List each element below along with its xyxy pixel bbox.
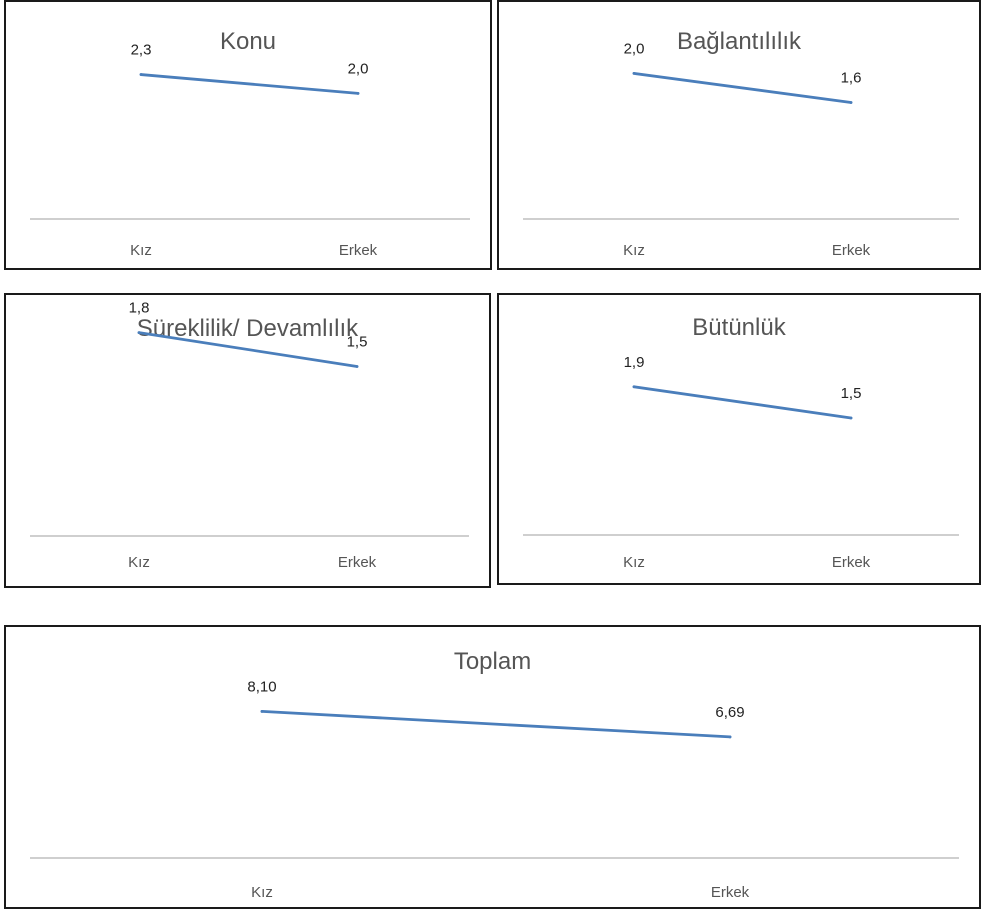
chart-toplam: Toplam 8,10 Kız 6,69 Erkek	[4, 625, 981, 909]
chart-butunluk: Bütünlük 1,9 Kız 1,5 Erkek	[497, 293, 981, 585]
chart-svg: Toplam 8,10 Kız 6,69 Erkek	[30, 648, 959, 901]
data-point	[849, 416, 853, 420]
data-label: 1,5	[347, 334, 368, 351]
series-line	[632, 72, 853, 104]
chart-title: Bağlantılılık	[677, 28, 802, 55]
data-label: 1,6	[841, 70, 862, 87]
data-point	[260, 709, 264, 713]
data-point	[632, 72, 636, 75]
chart-title: Konu	[220, 28, 276, 55]
x-tick-label: Kız	[251, 884, 273, 901]
chart-title: Toplam	[454, 648, 531, 675]
series-line	[137, 331, 359, 368]
data-label: 6,69	[715, 704, 744, 721]
chart-svg: Bağlantılılık 2,0 Kız 1,6 Erkek	[523, 28, 959, 259]
series-line	[260, 709, 732, 739]
series-line	[139, 73, 360, 95]
x-tick-label: Kız	[623, 242, 645, 259]
x-tick-label: Kız	[128, 554, 150, 571]
chart-title: Bütünlük	[692, 314, 786, 341]
series-line	[632, 385, 853, 420]
data-point	[137, 331, 141, 334]
x-tick-label: Erkek	[711, 884, 750, 901]
data-point	[849, 101, 853, 104]
data-label: 1,8	[129, 300, 150, 317]
x-tick-label: Erkek	[832, 554, 871, 571]
x-tick-label: Kız	[623, 554, 645, 571]
x-tick-label: Erkek	[339, 242, 378, 259]
data-point	[139, 73, 143, 76]
chart-svg: Konu 2,3 Kız 2,0 Erkek	[30, 28, 470, 259]
x-tick-label: Kız	[130, 242, 152, 259]
data-label: 2,3	[131, 42, 152, 59]
chart-konu: Konu 2,3 Kız 2,0 Erkek	[4, 0, 492, 270]
chart-baglantililik: Bağlantılılık 2,0 Kız 1,6 Erkek	[497, 0, 981, 270]
data-point	[728, 735, 732, 739]
data-point	[355, 365, 359, 368]
x-tick-label: Erkek	[338, 554, 377, 571]
data-label: 2,0	[348, 60, 369, 77]
data-point	[356, 92, 360, 95]
x-tick-label: Erkek	[832, 242, 871, 259]
chart-svg: Bütünlük 1,9 Kız 1,5 Erkek	[523, 314, 959, 571]
data-label: 1,5	[841, 385, 862, 402]
chart-sureklilik: Süreklilik/ Devamlılık 1,8 Kız 1,5 Erkek	[4, 293, 491, 588]
data-label: 2,0	[624, 40, 645, 57]
data-point	[632, 385, 636, 389]
data-label: 1,9	[624, 354, 645, 371]
data-label: 8,10	[247, 678, 276, 695]
